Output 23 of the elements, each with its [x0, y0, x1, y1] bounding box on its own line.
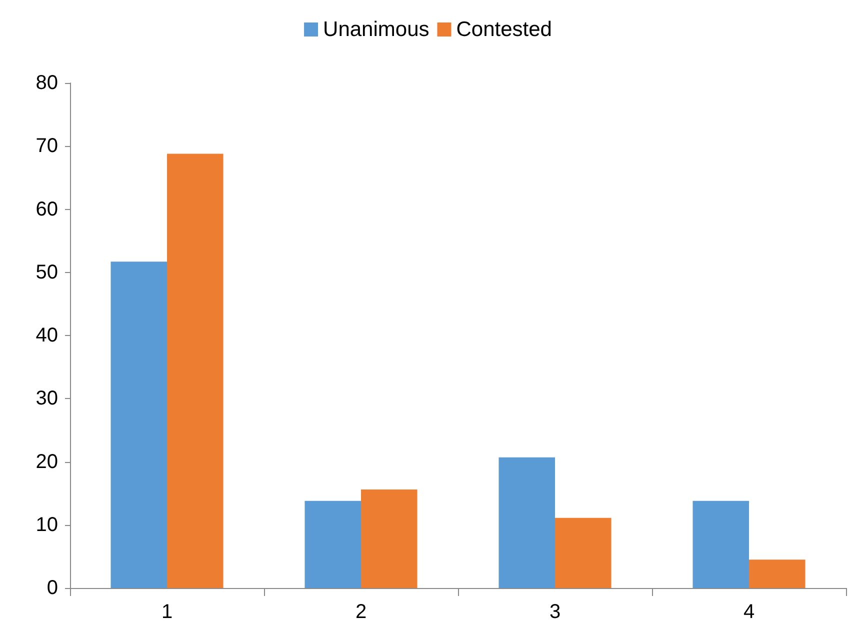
bar	[361, 490, 418, 588]
bar	[110, 262, 167, 588]
legend-label: Contested	[456, 18, 552, 41]
y-tick-label: 50	[36, 261, 58, 284]
y-tick-label: 70	[36, 135, 58, 158]
y-tick-label: 10	[36, 514, 58, 536]
x-tick-label: 3	[549, 601, 561, 623]
bar	[555, 518, 612, 588]
y-tick-label: 40	[36, 324, 58, 346]
x-tick-label: 2	[355, 601, 367, 623]
y-tick-label: 80	[36, 72, 58, 94]
y-tick-label: 30	[36, 388, 58, 410]
bar	[498, 457, 555, 588]
y-tick-label: 20	[36, 450, 58, 473]
bar	[167, 154, 224, 588]
y-tick-label: 60	[36, 198, 58, 220]
x-tick-label: 4	[743, 601, 755, 623]
x-tick-label: 1	[161, 601, 173, 623]
bar	[304, 500, 361, 588]
y-tick-label: 0	[46, 577, 58, 599]
legend-label: Unanimous	[323, 18, 430, 41]
bar	[692, 500, 749, 588]
bar	[749, 560, 806, 588]
